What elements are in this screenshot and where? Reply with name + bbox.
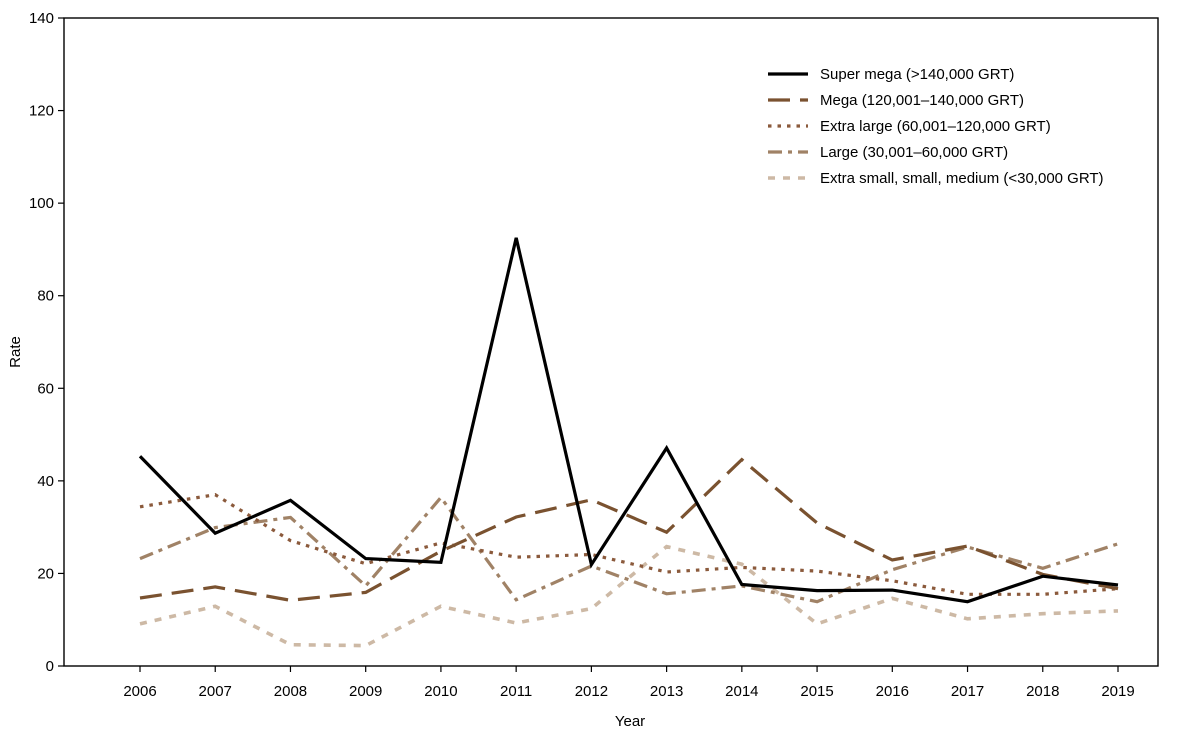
series-line-1 — [139, 457, 1119, 602]
legend-label-4: Extra small, small, medium (<30,000 GRT) — [820, 170, 1104, 187]
x-tick-label: 2012 — [575, 683, 608, 700]
x-tick-label: 2011 — [500, 683, 532, 700]
series-line-3 — [139, 494, 1119, 604]
y-tick-label: 100 — [29, 195, 54, 212]
y-tick-label: 60 — [37, 380, 54, 397]
y-tick-label: 140 — [29, 10, 54, 27]
series-layer — [138, 237, 1119, 648]
axes: 0 20 40 60 80 100 120 140 2006 2007 2008 2009 2010 20… — [29, 10, 1159, 700]
x-axis-title: Year — [615, 713, 645, 730]
plot-frame — [63, 17, 1159, 667]
x-tick-label: 2007 — [199, 683, 232, 700]
y-tick-label: 40 — [37, 473, 54, 490]
legend-label-0: Super mega (>140,000 GRT) — [820, 66, 1014, 83]
x-tick-label: 2008 — [274, 683, 307, 700]
y-tick-label: 20 — [37, 565, 54, 582]
x-tick-label: 2014 — [725, 683, 758, 700]
x-tick-label: 2006 — [123, 683, 156, 700]
x-tick-label: 2009 — [349, 683, 382, 700]
x-tick-label: 2010 — [424, 683, 457, 700]
legend-label-3: Large (30,001–60,000 GRT) — [820, 144, 1008, 161]
series-line-0 — [138, 237, 1119, 604]
y-axis-title: Rate — [7, 336, 24, 368]
x-tick-label: 2013 — [650, 683, 683, 700]
x-tick-label: 2016 — [876, 683, 909, 700]
y-tick-label: 0 — [46, 658, 54, 675]
x-tick-label: 2019 — [1101, 683, 1134, 700]
x-tick-label: 2015 — [800, 683, 833, 700]
y-tick-label: 120 — [29, 103, 54, 120]
legend: Super mega (>140,000 GRT) Mega (120,001–1… — [768, 66, 1104, 187]
series-line-2 — [139, 493, 1119, 596]
y-tick-label: 80 — [37, 288, 54, 305]
legend-label-1: Mega (120,001–140,000 GRT) — [820, 92, 1024, 109]
x-tick-label: 2017 — [951, 683, 984, 700]
legend-label-2: Extra large (60,001–120,000 GRT) — [820, 118, 1051, 135]
x-tick-label: 2018 — [1026, 683, 1059, 700]
series-line-4 — [139, 544, 1119, 648]
